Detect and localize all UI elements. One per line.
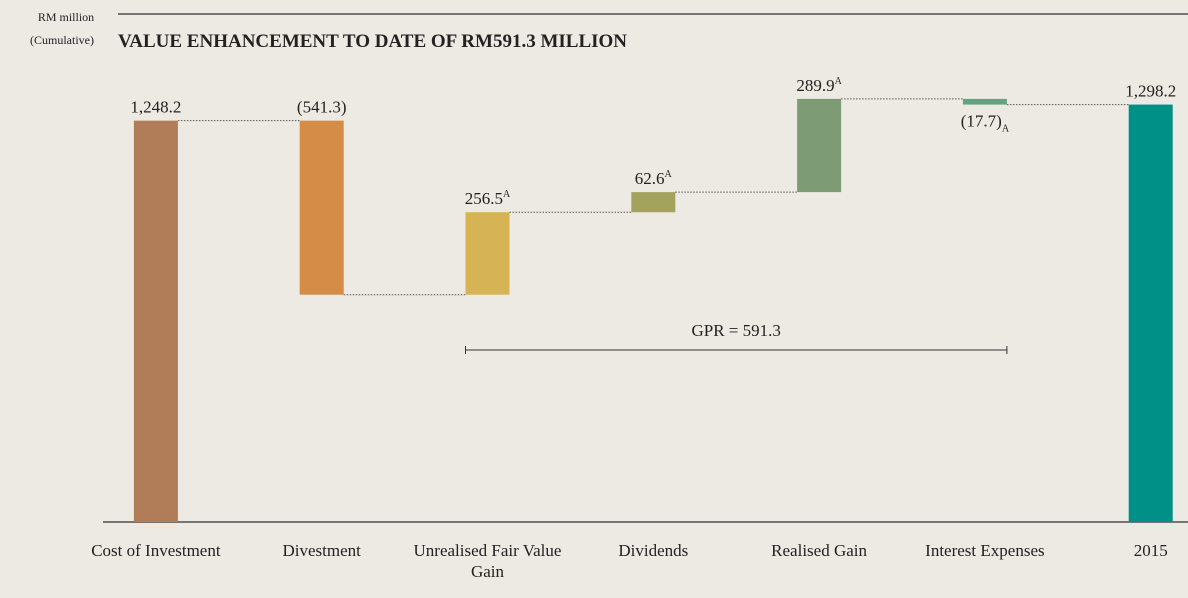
value-note: A (665, 169, 673, 180)
value-label-text: 289.9 (796, 76, 834, 95)
bar (631, 192, 676, 213)
annotation: GPR = 591.3 (691, 321, 780, 340)
value-label: 1,298.2 (1125, 82, 1176, 101)
bar (962, 98, 1007, 105)
bar (465, 212, 510, 295)
value-label-text: 1,248.2 (130, 98, 181, 117)
chart-title: VALUE ENHANCEMENT TO DATE OF RM591.3 MIL… (118, 31, 627, 52)
y-label: RM million (38, 10, 94, 24)
value-note: A (1002, 124, 1010, 135)
value-label: 256.5A (465, 189, 511, 208)
value-label: 1,248.2 (130, 98, 181, 117)
bar (299, 120, 344, 295)
x-tick-label: Realised Gain (771, 541, 868, 560)
value-label-text: 62.6 (635, 169, 665, 188)
x-tick-label: Divestment (282, 541, 361, 560)
value-label: (541.3) (297, 98, 347, 117)
value-label: 62.6A (635, 169, 673, 188)
value-label: (17.7)A (961, 112, 1010, 135)
bar (133, 120, 178, 522)
x-tick-label: Dividends (618, 541, 689, 560)
value-note: A (503, 189, 511, 200)
value-label-text: 256.5 (465, 189, 503, 208)
bar (797, 98, 842, 193)
x-tick-label: Unrealised Fair Value Gain (413, 541, 562, 581)
value-note: A (835, 76, 843, 87)
y-label: (Cumulative) (30, 33, 94, 47)
bar (1128, 104, 1173, 522)
x-tick-label: 2015 (1133, 541, 1168, 560)
value-label-text: (541.3) (297, 98, 347, 117)
value-label-text: 1,298.2 (1125, 82, 1176, 101)
value-label: 289.9A (796, 76, 842, 95)
x-tick-label: Interest Expenses (925, 541, 1045, 560)
x-tick-label: Cost of Investment (91, 541, 221, 560)
value-label-text: (17.7) (961, 112, 1002, 131)
